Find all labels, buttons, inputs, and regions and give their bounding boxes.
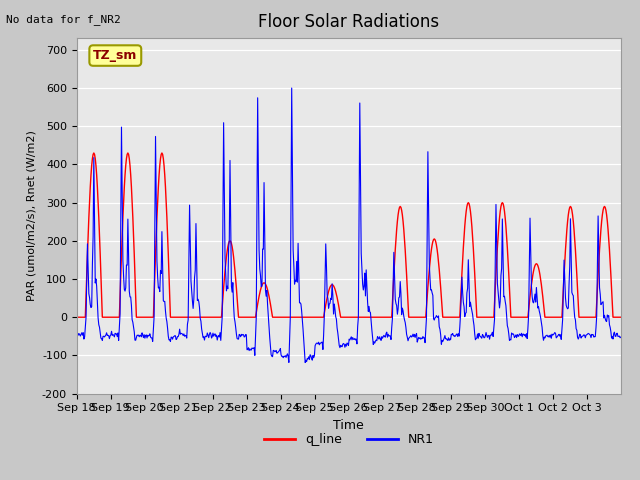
q_line [285,314,292,320]
NR1 [264,302,271,308]
NR1 [237,334,244,340]
q_line [406,314,413,320]
q_line [264,290,272,296]
q_line [73,314,81,320]
Y-axis label: PAR (umol/m2/s), Rnet (W/m2): PAR (umol/m2/s), Rnet (W/m2) [26,131,36,301]
NR1 [284,353,292,359]
NR1 [301,360,309,365]
Text: No data for f_NR2: No data for f_NR2 [6,14,121,25]
NR1 [137,332,145,338]
q_line [436,275,444,281]
NR1 [617,334,625,340]
Line: NR1: NR1 [77,88,621,362]
NR1 [406,334,414,339]
X-axis label: Time: Time [333,419,364,432]
Legend: q_line, NR1: q_line, NR1 [259,428,439,451]
NR1 [73,331,81,336]
Line: q_line: q_line [77,153,621,317]
NR1 [437,332,445,337]
NR1 [288,85,296,91]
q_line [617,314,625,320]
Text: TZ_sm: TZ_sm [93,49,138,62]
q_line [90,150,98,156]
Title: Floor Solar Radiations: Floor Solar Radiations [258,13,440,31]
q_line [138,314,145,320]
q_line [237,314,245,320]
